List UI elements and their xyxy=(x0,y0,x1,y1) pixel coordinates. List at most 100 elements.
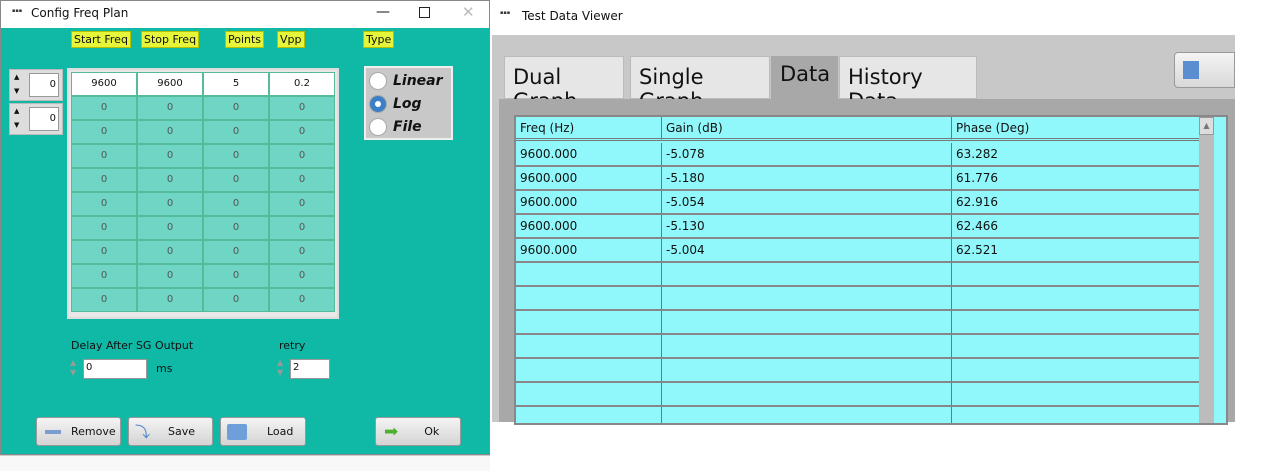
table-cell[interactable]: 62.916 xyxy=(952,191,1200,215)
retry-spinner-arrows-icon[interactable]: ▲ ▼ xyxy=(277,358,284,377)
table-cell[interactable] xyxy=(952,311,1200,335)
freq-plan-cell[interactable]: 0 xyxy=(269,240,335,264)
freq-plan-cell[interactable]: 0 xyxy=(269,192,335,216)
freq-plan-cell[interactable]: 0 xyxy=(137,96,203,120)
table-cell[interactable] xyxy=(516,335,662,359)
freq-plan-cell[interactable]: 0 xyxy=(269,120,335,144)
freq-plan-cell[interactable]: 0 xyxy=(71,96,137,120)
freq-plan-cell[interactable]: 0 xyxy=(137,120,203,144)
table-cell[interactable] xyxy=(662,263,952,287)
freq-plan-cell[interactable]: 0 xyxy=(137,240,203,264)
freq-plan-cell[interactable]: 0 xyxy=(269,96,335,120)
column-header[interactable]: Phase (Deg) xyxy=(952,117,1200,141)
down-arrow-icon[interactable]: ▼ xyxy=(14,121,20,129)
table-cell[interactable] xyxy=(952,335,1200,359)
save-button[interactable]: ⤵ Save xyxy=(128,417,213,446)
freq-plan-cell[interactable]: 0 xyxy=(269,264,335,288)
ok-button[interactable]: ➡ Ok xyxy=(375,417,461,446)
freq-plan-cell[interactable]: 0 xyxy=(137,216,203,240)
table-cell[interactable] xyxy=(516,263,662,287)
table-cell[interactable] xyxy=(662,287,952,311)
freq-plan-cell[interactable]: 0 xyxy=(269,288,335,312)
up-arrow-icon[interactable]: ▲ xyxy=(14,73,20,81)
freq-plan-cell[interactable]: 0 xyxy=(203,120,269,144)
table-cell[interactable]: -5.130 xyxy=(662,215,952,239)
table-cell[interactable]: -5.004 xyxy=(662,239,952,263)
freq-plan-cell[interactable]: 0 xyxy=(71,192,137,216)
table-cell[interactable]: 9600.000 xyxy=(516,239,662,263)
table-cell[interactable]: 61.776 xyxy=(952,167,1200,191)
col-index-spinner[interactable]: ▲ ▼ 0 xyxy=(9,103,63,135)
freq-plan-cell[interactable]: 0 xyxy=(203,288,269,312)
type-radio-file[interactable]: File xyxy=(369,118,422,136)
table-cell[interactable]: 9600.000 xyxy=(516,191,662,215)
tab-history-data[interactable]: History Data xyxy=(839,56,977,113)
freq-plan-cell[interactable]: 0 xyxy=(71,240,137,264)
freq-plan-cell[interactable]: 0 xyxy=(203,192,269,216)
table-cell[interactable] xyxy=(516,407,662,423)
freq-plan-cell[interactable]: 0 xyxy=(203,144,269,168)
close-button[interactable]: ✕ xyxy=(462,3,475,21)
freq-plan-cell[interactable]: 0 xyxy=(137,264,203,288)
table-cell[interactable]: -5.180 xyxy=(662,167,952,191)
folder-button[interactable] xyxy=(1174,52,1235,88)
table-cell[interactable] xyxy=(952,263,1200,287)
table-cell[interactable] xyxy=(952,407,1200,423)
table-cell[interactable] xyxy=(662,335,952,359)
freq-plan-cell[interactable]: 0 xyxy=(269,144,335,168)
delay-spinner-arrows-icon[interactable]: ▲ ▼ xyxy=(70,358,77,377)
table-cell[interactable] xyxy=(662,383,952,407)
down-arrow-icon[interactable]: ▼ xyxy=(14,87,20,95)
freq-plan-cell[interactable]: 0 xyxy=(137,192,203,216)
remove-button[interactable]: Remove xyxy=(36,417,121,446)
table-cell[interactable] xyxy=(516,311,662,335)
freq-plan-cell[interactable]: 0 xyxy=(71,264,137,288)
freq-plan-cell[interactable]: 5 xyxy=(203,72,269,96)
table-cell[interactable] xyxy=(952,359,1200,383)
freq-plan-cell[interactable]: 0 xyxy=(203,264,269,288)
type-radio-linear[interactable]: Linear xyxy=(369,72,443,90)
freq-plan-cell[interactable]: 0 xyxy=(71,216,137,240)
retry-input[interactable]: 2 xyxy=(290,359,330,379)
minimize-button[interactable]: — xyxy=(376,4,390,20)
table-cell[interactable]: -5.078 xyxy=(662,143,952,167)
table-cell[interactable]: 62.466 xyxy=(952,215,1200,239)
row-index-spinner[interactable]: ▲ ▼ 0 xyxy=(9,69,63,101)
tab-dual-graph[interactable]: Dual Graph xyxy=(504,56,624,113)
column-header[interactable]: Gain (dB) xyxy=(662,117,952,141)
freq-plan-cell[interactable]: 0 xyxy=(203,216,269,240)
table-cell[interactable] xyxy=(516,383,662,407)
vertical-scrollbar[interactable]: ▲ xyxy=(1199,117,1214,423)
table-cell[interactable] xyxy=(952,383,1200,407)
table-cell[interactable] xyxy=(662,407,952,423)
freq-plan-cell[interactable]: 0 xyxy=(71,144,137,168)
freq-plan-cell[interactable]: 0 xyxy=(71,288,137,312)
freq-plan-cell[interactable]: 0 xyxy=(269,216,335,240)
tab-single-graph[interactable]: Single Graph xyxy=(630,56,770,113)
freq-plan-cell[interactable]: 9600 xyxy=(137,72,203,96)
table-cell[interactable]: 62.521 xyxy=(952,239,1200,263)
table-cell[interactable] xyxy=(662,311,952,335)
freq-plan-cell[interactable]: 0 xyxy=(203,240,269,264)
table-cell[interactable]: 9600.000 xyxy=(516,143,662,167)
delay-input[interactable]: 0 xyxy=(83,359,147,379)
scroll-up-arrow-icon[interactable]: ▲ xyxy=(1199,117,1214,135)
freq-plan-cell[interactable]: 0.2 xyxy=(269,72,335,96)
freq-plan-cell[interactable]: 0 xyxy=(137,288,203,312)
freq-plan-cell[interactable]: 9600 xyxy=(71,72,137,96)
table-cell[interactable] xyxy=(516,287,662,311)
load-button[interactable]: Load xyxy=(220,417,306,446)
freq-plan-cell[interactable]: 0 xyxy=(71,120,137,144)
table-cell[interactable] xyxy=(952,287,1200,311)
freq-plan-cell[interactable]: 0 xyxy=(137,144,203,168)
table-cell[interactable]: 9600.000 xyxy=(516,215,662,239)
table-cell[interactable]: -5.054 xyxy=(662,191,952,215)
column-header[interactable]: Freq (Hz) xyxy=(516,117,662,141)
table-cell[interactable]: 9600.000 xyxy=(516,167,662,191)
freq-plan-cell[interactable]: 0 xyxy=(71,168,137,192)
table-cell[interactable] xyxy=(662,359,952,383)
up-arrow-icon[interactable]: ▲ xyxy=(14,107,20,115)
maximize-button[interactable] xyxy=(419,7,430,18)
tab-data[interactable]: Data xyxy=(771,56,838,99)
table-cell[interactable]: 63.282 xyxy=(952,143,1200,167)
